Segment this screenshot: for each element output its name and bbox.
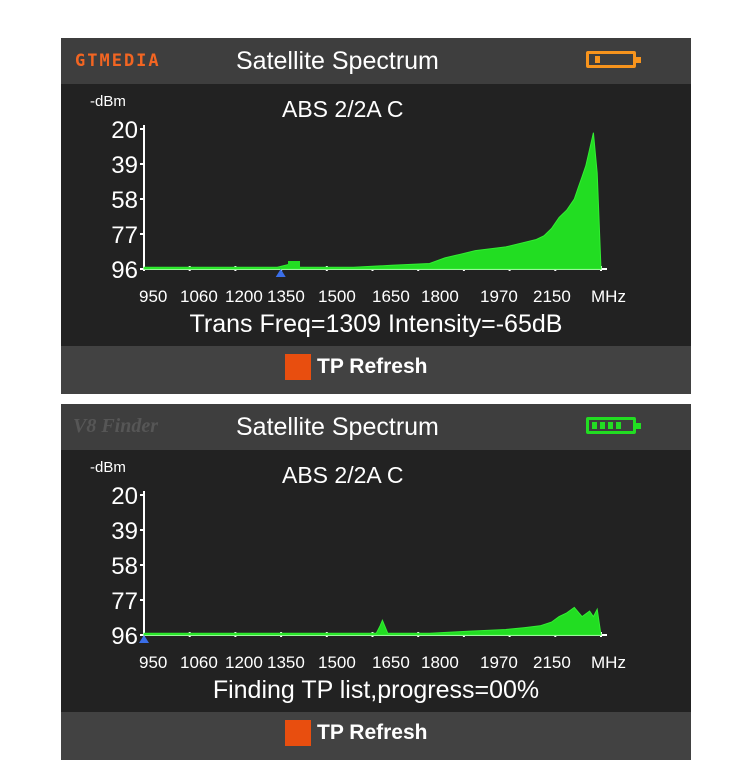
y-tick-label: 39 xyxy=(111,518,138,545)
brand-logo: GTMEDIA xyxy=(75,51,161,71)
tp-marker-box xyxy=(288,261,300,268)
title-bar: V8 Finder Satellite Spectrum xyxy=(61,404,691,450)
x-tick-label: 2150 xyxy=(533,287,571,306)
x-tick-label: 1800 xyxy=(421,653,459,672)
satellite-name: ABS 2/2A C xyxy=(282,462,404,488)
y-tick-label: 96 xyxy=(111,623,138,650)
x-tick-labels: 950 1060 1200 1350 1500 1650 1800 1970 2150 MHz xyxy=(139,653,626,672)
y-axis-unit: -dBm xyxy=(90,459,126,476)
x-tick-label: 1060 xyxy=(180,653,218,672)
battery-bar xyxy=(608,422,613,429)
x-tick-label: 1350 xyxy=(267,653,305,672)
x-unit-label: MHz xyxy=(591,653,626,672)
tp-refresh-label: TP Refresh xyxy=(317,721,428,744)
screen-title: Satellite Spectrum xyxy=(236,413,439,441)
footer-bar: TP Refresh xyxy=(61,346,691,394)
spectrum-area xyxy=(143,606,602,636)
footer-bar: TP Refresh xyxy=(61,712,691,760)
x-tick-label: 1970 xyxy=(480,653,518,672)
x-tick-label: 2150 xyxy=(533,653,571,672)
x-tick-label: 1200 xyxy=(225,287,263,306)
battery-bar xyxy=(600,422,605,429)
battery-icon xyxy=(586,417,641,434)
brand-logo: V8 Finder xyxy=(73,415,159,437)
battery-icon xyxy=(586,51,641,68)
y-tick-label: 77 xyxy=(111,588,138,615)
title-bar: GTMEDIA Satellite Spectrum xyxy=(61,38,691,84)
y-tick-label: 96 xyxy=(111,257,138,284)
battery-bar xyxy=(616,422,621,429)
y-tick-label: 20 xyxy=(111,117,138,144)
y-tick-label: 58 xyxy=(111,187,138,214)
x-tick-label: 1060 xyxy=(180,287,218,306)
y-tick-label: 77 xyxy=(111,222,138,249)
x-tick-label: 1650 xyxy=(372,653,410,672)
battery-bar xyxy=(592,422,597,429)
tp-refresh-button[interactable]: TP Refresh xyxy=(285,352,428,382)
x-tick-label: 1500 xyxy=(318,287,356,306)
tp-refresh-label: TP Refresh xyxy=(317,355,428,378)
y-axis-unit: -dBm xyxy=(90,93,126,110)
x-tick-label: 1970 xyxy=(480,287,518,306)
x-tick-labels: 950 1060 1200 1350 1500 1650 1800 1970 2150 MHz xyxy=(139,287,626,306)
tp-refresh-button[interactable]: TP Refresh xyxy=(285,718,428,748)
frequency-cursor-icon xyxy=(275,269,286,277)
x-tick-label: 1650 xyxy=(372,287,410,306)
battery-bar xyxy=(595,56,600,63)
spectrum-screen-v8finder: V8 Finder Satellite Spectrum -dBm ABS 2/… xyxy=(61,404,691,760)
red-key-icon xyxy=(285,720,311,746)
y-tick-label: 58 xyxy=(111,553,138,580)
x-tick-label: 1800 xyxy=(421,287,459,306)
spectrum-area xyxy=(143,132,602,270)
frequency-cursor-icon xyxy=(139,635,149,643)
y-tick-label: 39 xyxy=(111,152,138,179)
red-key-icon xyxy=(285,354,311,380)
screen-title: Satellite Spectrum xyxy=(236,47,439,75)
status-text: Finding TP list,progress=00% xyxy=(212,676,540,704)
y-tick-label: 20 xyxy=(111,483,138,510)
satellite-name: ABS 2/2A C xyxy=(282,96,404,122)
x-tick-label: 1200 xyxy=(225,653,263,672)
spectrum-screen-gtmedia: GTMEDIA Satellite Spectrum -dBm ABS 2/2A… xyxy=(61,38,691,394)
status-text: Trans Freq=1309 Intensity=-65dB xyxy=(189,310,563,338)
x-tick-label: 950 xyxy=(139,653,167,672)
x-tick-label: 950 xyxy=(139,287,167,306)
x-tick-label: 1500 xyxy=(318,653,356,672)
x-tick-label: 1350 xyxy=(267,287,305,306)
x-unit-label: MHz xyxy=(591,287,626,306)
